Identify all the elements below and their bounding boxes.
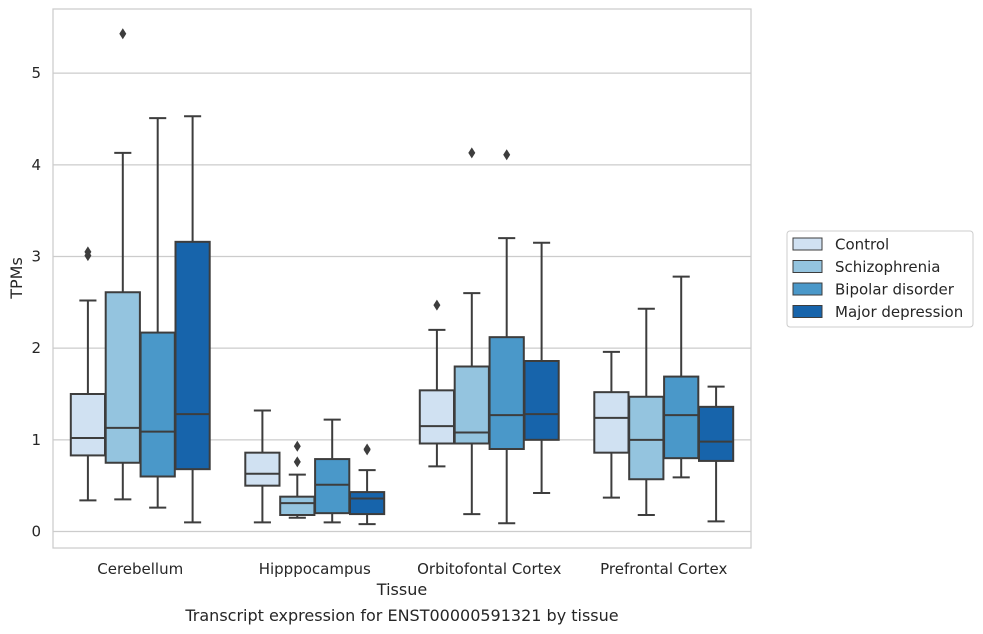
- outlier-point: [503, 149, 511, 161]
- box-iqr: [314, 458, 351, 515]
- legend-label: Control: [835, 236, 889, 254]
- box-control: [593, 350, 630, 499]
- plot-frame: [52, 8, 752, 549]
- box-iqr: [139, 331, 176, 478]
- legend-frame: [786, 230, 974, 328]
- outlier-point: [468, 147, 476, 159]
- y-tick-label: 5: [31, 64, 41, 82]
- box-bipolar-disorder: [314, 418, 351, 524]
- legend-label: Schizophrenia: [835, 258, 940, 276]
- x-tick-label: Cerebellum: [97, 560, 183, 578]
- y-tick-label: 3: [31, 248, 41, 266]
- legend-swatch: [792, 282, 823, 296]
- y-tick-label: 2: [31, 339, 41, 357]
- chart-caption: Transcript expression for ENST0000059132…: [184, 606, 618, 625]
- outlier-point: [433, 299, 441, 311]
- box-iqr: [523, 360, 560, 441]
- legend-label: Bipolar disorder: [835, 281, 955, 299]
- y-tick-label: 4: [31, 156, 41, 174]
- x-axis-label: Tissue: [376, 580, 427, 599]
- legend: Control Schizophrenia Bipolar disorder Majo…: [786, 230, 974, 328]
- legend-swatch: [792, 305, 823, 318]
- box-major-depression: [348, 443, 386, 526]
- box-iqr: [348, 491, 386, 516]
- box-iqr: [663, 375, 700, 460]
- box-iqr: [628, 395, 665, 481]
- box-control: [244, 409, 281, 524]
- y-tick-label: 1: [31, 431, 41, 449]
- box-major-depression: [697, 385, 735, 523]
- outlier-point: [119, 28, 127, 40]
- box-iqr: [279, 495, 316, 516]
- y-tick-label: 0: [31, 523, 41, 541]
- outlier-point: [363, 443, 371, 455]
- outlier-point: [84, 246, 92, 258]
- box-iqr: [69, 393, 107, 457]
- y-axis-label: TPMs: [7, 257, 26, 300]
- box-bipolar-disorder: [663, 275, 700, 479]
- box-iqr: [104, 291, 141, 464]
- box-iqr: [697, 405, 735, 462]
- y-tick-labels: 0 1 2 3 4 5: [31, 64, 41, 540]
- box-iqr: [593, 391, 630, 454]
- box-schizophrenia: [279, 440, 316, 519]
- box-iqr: [244, 451, 281, 487]
- box-major-depression: [523, 241, 560, 494]
- x-tick-label: Hipppocampus: [259, 560, 371, 578]
- legend-label: Major depression: [835, 303, 963, 321]
- box-iqr: [418, 389, 456, 445]
- box-schizophrenia: [104, 28, 141, 501]
- x-tick-label: Orbitofontal Cortex: [417, 560, 561, 578]
- legend-swatch: [792, 237, 823, 251]
- box-schizophrenia: [453, 147, 490, 516]
- outlier-point: [293, 440, 301, 452]
- box-iqr: [453, 365, 490, 445]
- x-tick-labels: Cerebellum Hipppocampus Orbitofontal Corte…: [97, 560, 727, 578]
- box-bipolar-disorder: [139, 117, 176, 509]
- outlier-point: [293, 456, 301, 468]
- legend-swatch: [792, 260, 823, 273]
- box-major-depression: [174, 115, 211, 524]
- box-iqr: [488, 336, 525, 450]
- boxes: [69, 28, 735, 526]
- box-schizophrenia: [628, 307, 665, 516]
- box-iqr: [174, 240, 211, 471]
- x-tick-label: Prefrontal Cortex: [600, 560, 727, 578]
